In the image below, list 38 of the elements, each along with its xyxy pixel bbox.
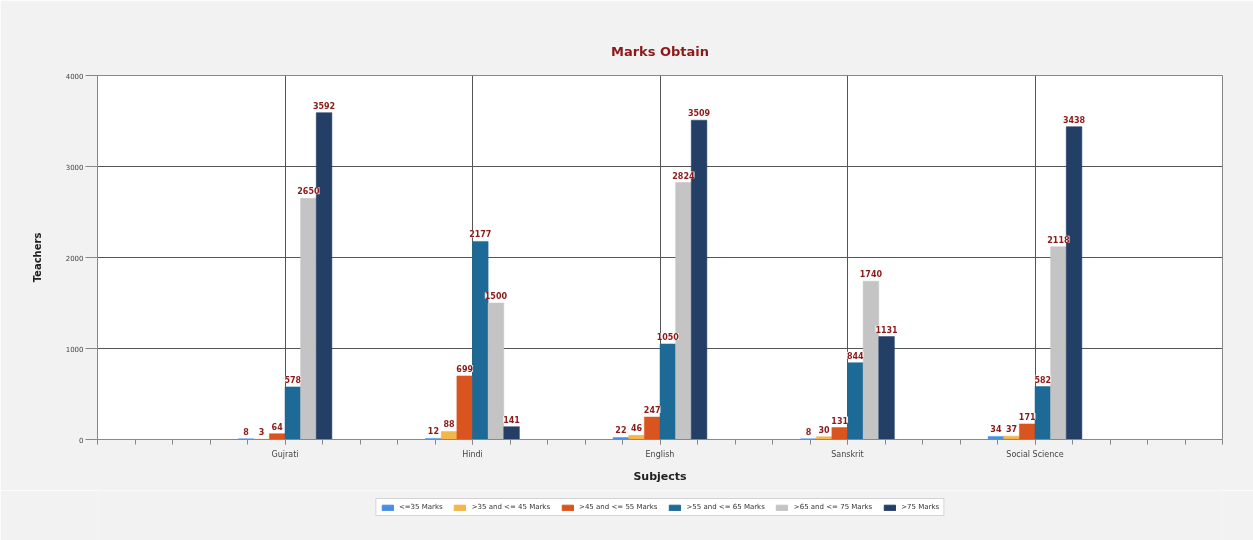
x-axis-title: Subjects <box>633 469 688 483</box>
data-label: 2118 <box>1047 235 1070 245</box>
data-label: 34 <box>990 425 1002 435</box>
data-label: 8 <box>805 427 812 437</box>
data-label: 247 <box>643 406 661 416</box>
x-tick-label: Gujrati <box>271 449 299 459</box>
data-label: 1131 <box>875 325 899 335</box>
data-label: 578 <box>284 375 302 385</box>
data-label: 37 <box>1006 425 1018 435</box>
data-label: 46 <box>631 424 643 434</box>
data-label: 844 <box>846 351 865 361</box>
data-label: 582 <box>1034 375 1052 385</box>
data-label: 12 <box>427 427 440 437</box>
x-tick-label: Sanskrit <box>831 449 864 459</box>
data-label: 3438 <box>1062 115 1086 125</box>
data-label: 2650 <box>297 187 320 197</box>
data-label: 3592 <box>312 101 336 111</box>
data-label: 699 <box>456 364 474 374</box>
data-label: 2177 <box>469 230 492 240</box>
x-tick-label: English <box>645 449 675 459</box>
data-label: 3 <box>258 428 265 438</box>
data-label: 64 <box>271 422 284 432</box>
x-tick-label: Social Science <box>1006 449 1064 459</box>
data-label: 1500 <box>484 292 508 301</box>
data-label: 3509 <box>687 109 711 119</box>
y-axis-title: Teachers <box>31 232 43 283</box>
data-label: 30 <box>818 425 831 435</box>
data-label: 141 <box>503 415 521 425</box>
data-label: 88 <box>443 420 456 430</box>
data-label: 131 <box>831 416 849 426</box>
data-label: 8 <box>243 427 250 437</box>
x-tick-label: Hindi <box>462 449 483 459</box>
data-label: 1740 <box>859 270 883 280</box>
chart-title: Marks Obtain <box>610 44 710 59</box>
data-label: 22 <box>615 426 627 436</box>
data-label: 2824 <box>672 171 695 181</box>
data-label: 171 <box>1018 412 1036 422</box>
data-label: 1050 <box>656 332 680 342</box>
